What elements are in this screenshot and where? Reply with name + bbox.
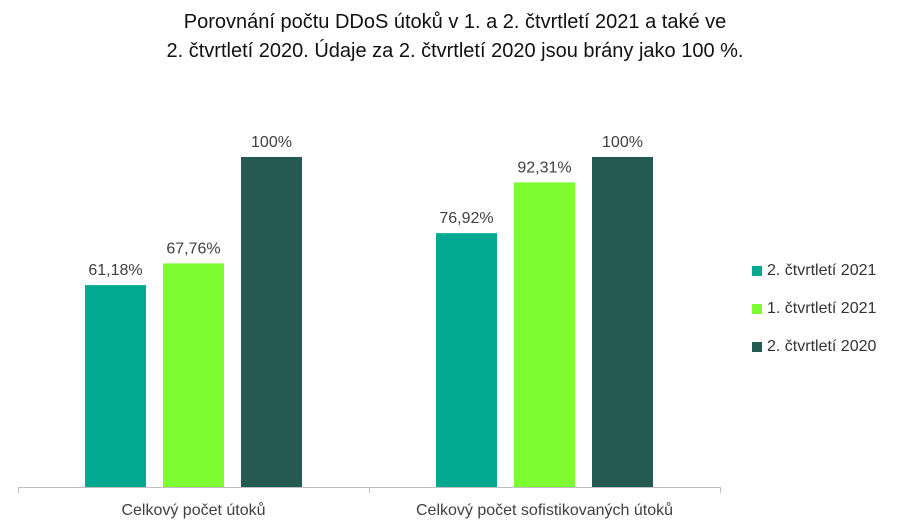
legend: 2. čtvrtletí 2021 1. čtvrtletí 2021 2. č… [752, 252, 910, 366]
chart-title: Porovnání počtu DDoS útoků v 1. a 2. čtv… [166, 11, 744, 62]
data-label: 92,31% [517, 159, 571, 176]
data-label: 76,92% [439, 210, 493, 227]
legend-label: 1. čtvrtletí 2021 [767, 300, 877, 317]
legend-swatch [752, 304, 762, 314]
bar [436, 233, 497, 487]
legend-item: 2. čtvrtletí 2021 [752, 252, 910, 290]
data-label: 100% [251, 134, 292, 151]
legend-item: 1. čtvrtletí 2021 [752, 290, 910, 328]
bar [241, 157, 302, 487]
legend-label: 2. čtvrtletí 2020 [767, 338, 877, 355]
legend-swatch [752, 342, 762, 352]
bar [514, 182, 575, 487]
data-label: 61,18% [88, 262, 142, 279]
x-tick-label: Celkový počet útoků [121, 501, 265, 519]
bar [163, 263, 224, 487]
bar [85, 285, 146, 487]
x-tick-label: Celkový počet sofistikovaných útoků [416, 501, 673, 519]
data-label: 67,76% [166, 240, 220, 257]
legend-item: 2. čtvrtletí 2020 [752, 328, 910, 366]
bar [592, 157, 653, 487]
legend-swatch [752, 266, 762, 276]
legend-label: 2. čtvrtletí 2021 [767, 262, 877, 279]
data-label: 100% [602, 134, 643, 151]
